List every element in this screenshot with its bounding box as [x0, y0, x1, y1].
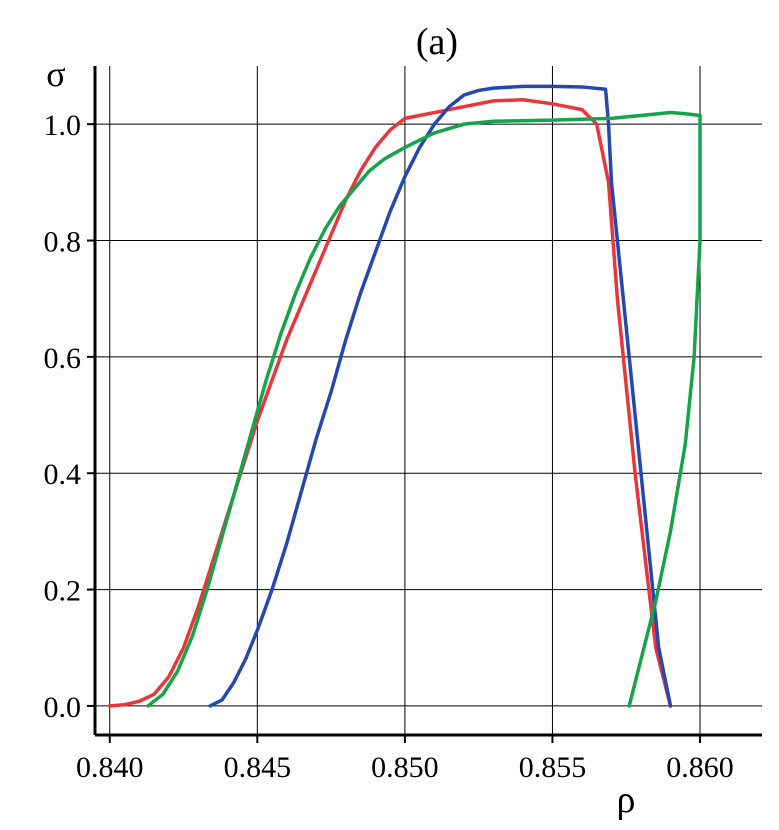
- y-tick-label: 0.4: [44, 458, 82, 491]
- x-tick-label: 0.845: [224, 751, 292, 784]
- y-tick-label: 0.2: [44, 575, 82, 608]
- series-line-3: [146, 110, 702, 708]
- y-tick-label: 0.8: [44, 226, 82, 259]
- y-tick-label: 0.0: [44, 691, 82, 724]
- y-tick-label: 1.0: [44, 109, 82, 142]
- ticks: 0.840 0.845 0.850 0.855 0.860 0.0 0.2 0.4 0.6 0.8…: [44, 109, 734, 784]
- x-tick-label: 0.850: [371, 751, 439, 784]
- x-tick-label: 0.860: [666, 751, 734, 784]
- y-axis-label: σ: [46, 54, 65, 94]
- x-tick-label: 0.840: [76, 751, 144, 784]
- y-tick-label: 0.6: [44, 342, 82, 375]
- series: [108, 84, 702, 708]
- x-tick-label: 0.855: [519, 751, 587, 784]
- axes: [93, 66, 762, 737]
- chart-title: (a): [416, 21, 458, 63]
- x-axis-label: ρ: [617, 779, 636, 821]
